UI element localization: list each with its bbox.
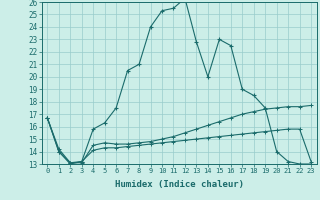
X-axis label: Humidex (Indice chaleur): Humidex (Indice chaleur)	[115, 180, 244, 189]
